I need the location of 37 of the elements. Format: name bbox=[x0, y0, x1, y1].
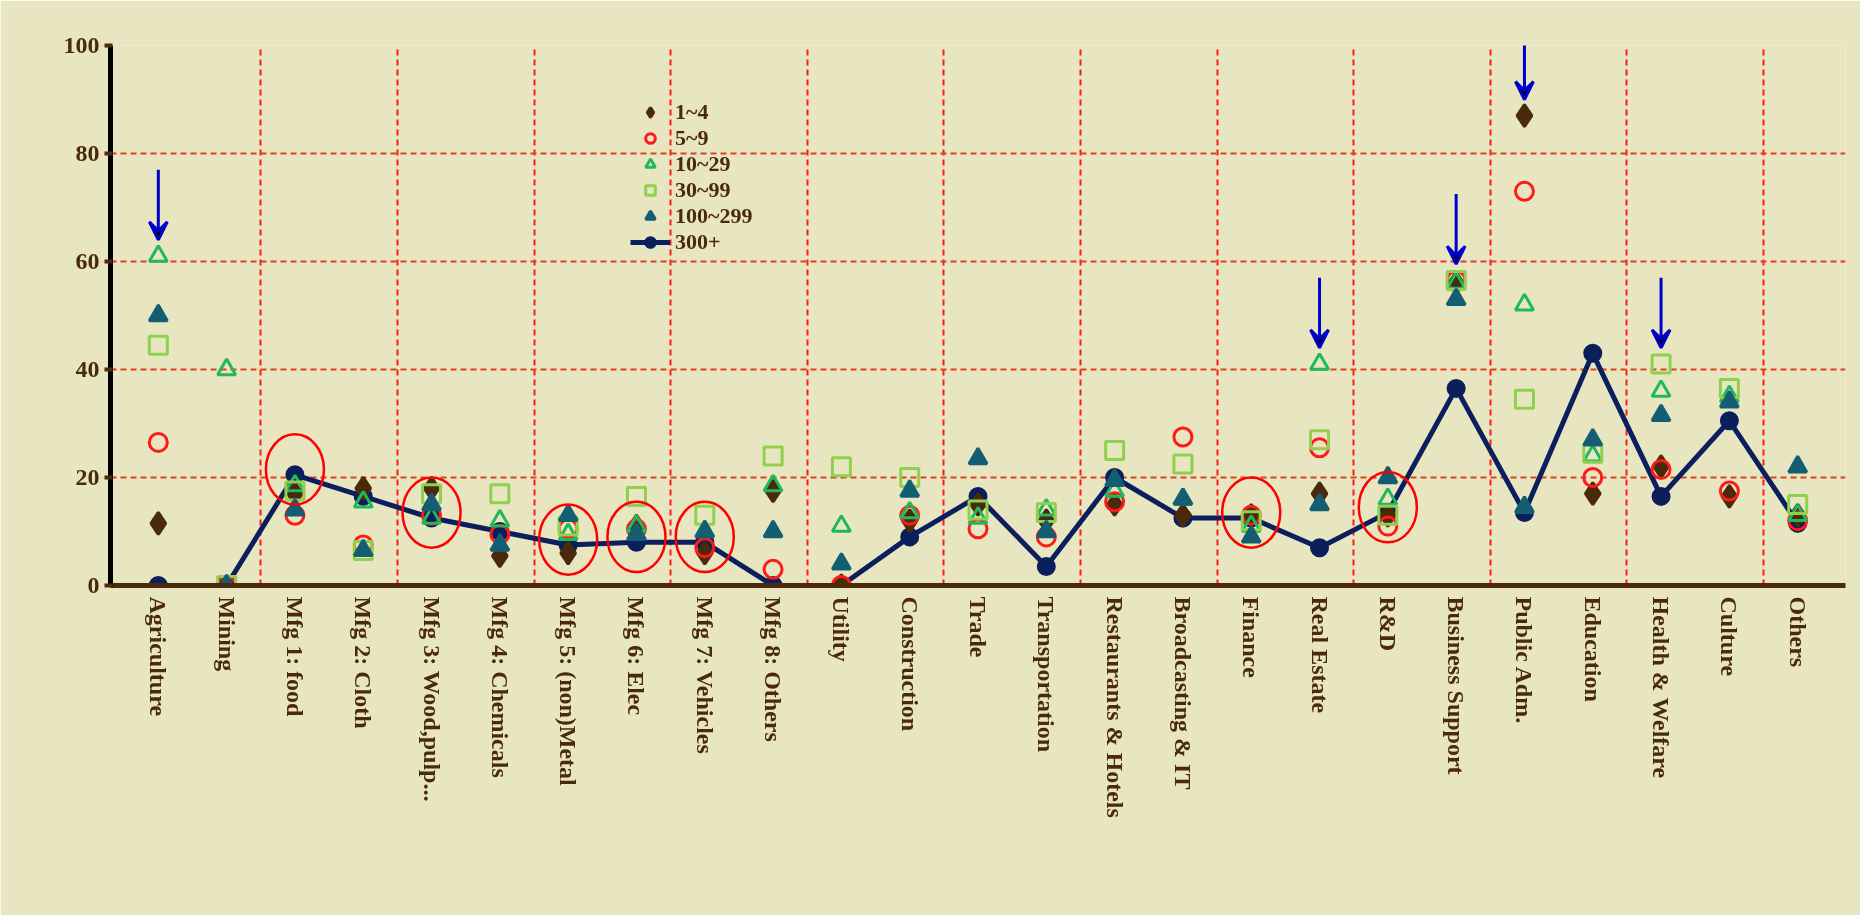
x-tick-label: Mfg 5: (non)Metal bbox=[555, 596, 582, 787]
x-tick-label: Mfg 4: Chemicals bbox=[486, 596, 513, 778]
x-tick-label: Construction bbox=[896, 596, 923, 732]
y-tick-label: 0 bbox=[87, 572, 100, 598]
x-tick-label: Real Estate bbox=[1306, 596, 1333, 714]
x-tick-label: Business Support bbox=[1443, 596, 1470, 775]
x-tick-label: R&D bbox=[1374, 596, 1401, 652]
legend-label: 300+ bbox=[675, 229, 721, 255]
x-tick-label: Utility bbox=[828, 596, 855, 662]
x-tick-label: Mfg 1: food bbox=[281, 596, 308, 718]
legend-label: 1~4 bbox=[675, 99, 709, 125]
x-tick-label: Education bbox=[1579, 596, 1606, 702]
x-tick-label: Mfg 2: Cloth bbox=[350, 596, 377, 729]
y-tick-label: 100 bbox=[63, 32, 100, 58]
x-tick-label: Trade bbox=[965, 596, 991, 658]
x-tick-label: Others bbox=[1784, 596, 1811, 668]
x-tick-label: Culture bbox=[1716, 596, 1743, 677]
x-tick-label: Mfg 8: Others bbox=[760, 596, 787, 742]
x-tick-label: Transportation bbox=[1033, 596, 1060, 753]
y-tick-label: 80 bbox=[75, 140, 100, 166]
legend-label: 30~99 bbox=[675, 177, 731, 203]
x-tick-label: Mfg 6: Elec bbox=[623, 596, 650, 716]
x-tick-label: Restaurants & Hotels bbox=[1101, 596, 1128, 818]
legend-label: 10~29 bbox=[675, 151, 731, 177]
y-tick-label: 40 bbox=[75, 356, 100, 382]
x-tick-label: Broadcasting & IT bbox=[1169, 596, 1196, 790]
x-tick-label: Agriculture bbox=[145, 596, 172, 717]
y-tick-label: 20 bbox=[75, 464, 100, 490]
legend-label: 100~299 bbox=[675, 203, 753, 229]
x-tick-label: Mfg 7: Vehicles bbox=[691, 596, 718, 754]
x-tick-label: Finance bbox=[1238, 596, 1265, 679]
legend-label: 5~9 bbox=[675, 125, 709, 151]
x-tick-label: Public Adm. bbox=[1511, 596, 1538, 724]
y-tick-label: 60 bbox=[75, 248, 100, 274]
x-tick-label: Mining bbox=[213, 596, 240, 672]
x-tick-label: Health & Welfare bbox=[1648, 596, 1675, 779]
x-tick-label: Mfg 3: Wood,pulp... bbox=[418, 596, 445, 802]
